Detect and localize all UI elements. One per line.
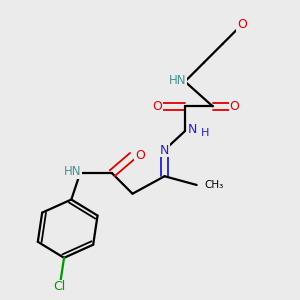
Text: O: O: [237, 18, 247, 31]
Text: HN: HN: [169, 74, 186, 87]
Text: Cl: Cl: [53, 280, 66, 293]
Text: CH₃: CH₃: [204, 180, 223, 190]
Text: N: N: [188, 123, 197, 136]
Text: N: N: [160, 143, 169, 157]
Text: O: O: [230, 100, 239, 113]
Text: H: H: [201, 128, 209, 137]
Text: O: O: [135, 149, 145, 162]
Text: O: O: [152, 100, 162, 113]
Text: HN: HN: [64, 165, 82, 178]
